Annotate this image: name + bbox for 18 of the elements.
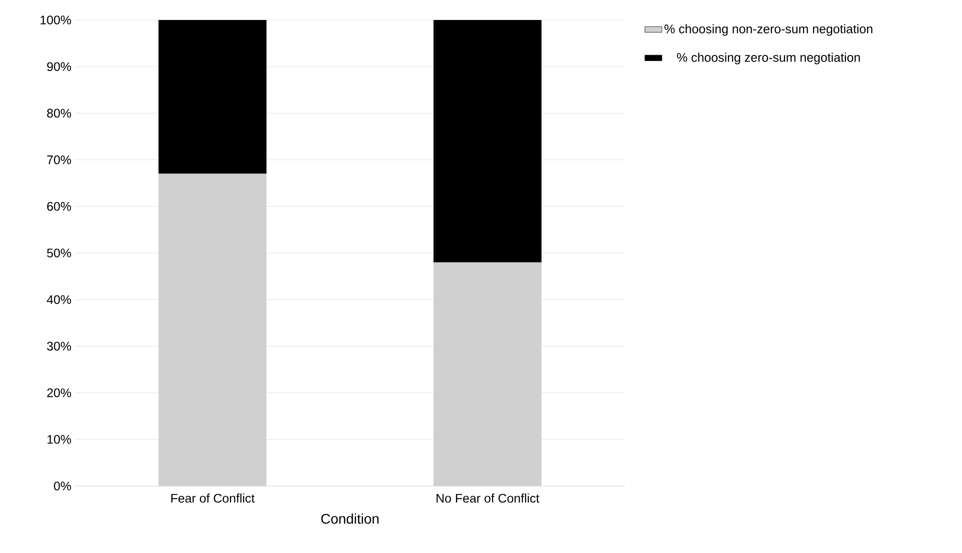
legend-label: % choosing zero-sum negotiation bbox=[676, 52, 860, 64]
y-tick-label: 0% bbox=[54, 482, 72, 490]
x-axis-title: Condition bbox=[321, 514, 379, 524]
y-tick-label: 20% bbox=[47, 388, 72, 398]
legend-label: % choosing non-zero-sum negotiation bbox=[664, 24, 872, 36]
y-tick-label: 60% bbox=[47, 202, 72, 211]
y-tick-label: 80% bbox=[47, 108, 72, 118]
bar bbox=[158, 20, 266, 174]
y-tick-label: 70% bbox=[47, 155, 72, 164]
x-tick-label: Fear of Conflict bbox=[171, 494, 255, 503]
y-tick-label: 40% bbox=[46, 295, 72, 304]
y-tick-label: 30% bbox=[47, 342, 72, 351]
y-tick-label: 100% bbox=[40, 16, 72, 24]
bar bbox=[434, 20, 542, 262]
y-tick-label: 90% bbox=[47, 62, 72, 72]
x-tick-label: No Fear of Conflict bbox=[436, 494, 540, 503]
y-tick-label: 50% bbox=[47, 248, 72, 258]
y-tick-label: 10% bbox=[48, 434, 72, 444]
